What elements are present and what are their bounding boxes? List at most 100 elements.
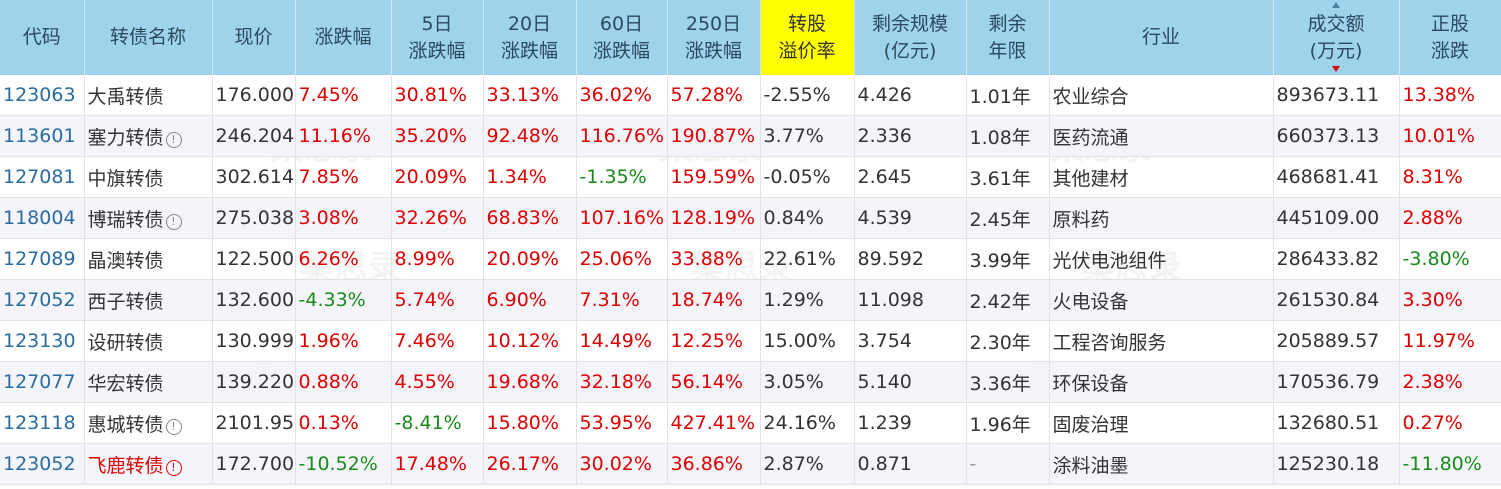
change-250d-cell: 12.25% [667, 320, 761, 362]
change-5d-cell-text: 17.48% [394, 453, 467, 475]
volume-cell: 468681.41 [1273, 156, 1400, 198]
bond-code-link-text: 123063 [3, 84, 76, 106]
bond-code-link-text: 127089 [3, 248, 76, 270]
volume-cell: 125230.18 [1273, 443, 1400, 485]
bond-name[interactable]: 中旗转债 [84, 156, 213, 198]
change-250d-cell: 427.41% [667, 402, 761, 444]
info-icon[interactable]: ! [165, 131, 182, 148]
bond-name[interactable]: 飞鹿转债! [84, 443, 213, 485]
col-header-change-5d[interactable]: 5日 涨跌幅 [391, 0, 484, 75]
change-cell: 0.13% [295, 402, 392, 444]
industry-cell-text: 火电设备 [1052, 290, 1129, 313]
years-cell: 2.42年 [966, 279, 1050, 321]
info-icon[interactable]: ! [165, 213, 182, 230]
industry-cell: 环保设备 [1049, 361, 1274, 403]
change-cell: -4.33% [295, 279, 392, 321]
bond-code-link[interactable]: 123063 [0, 75, 85, 116]
bond-name[interactable]: 惠城转债! [84, 402, 213, 444]
change-250d-cell-text: 56.14% [670, 371, 743, 393]
table-row[interactable]: 123063 大禹转债 176.000 7.45% 30.81% 33.13% 36.02%… [0, 75, 1501, 116]
col-header-premium[interactable]: 转股 溢价率 [760, 0, 855, 75]
change-20d-cell: 26.17% [483, 443, 577, 485]
col-header-change-20d[interactable]: 20日 涨跌幅 [483, 0, 577, 75]
col-header-name[interactable]: 转债名称 [84, 0, 213, 75]
change-5d-cell-text: -8.41% [394, 412, 462, 434]
bond-code-link[interactable]: 127077 [0, 361, 85, 403]
change-250d-cell-text: 33.88% [670, 248, 743, 270]
bond-name-text: 飞鹿转债 [87, 454, 164, 477]
bond-code-link[interactable]: 123118 [0, 402, 85, 444]
change-5d-cell: 5.74% [391, 279, 484, 321]
bond-name[interactable]: 大禹转债 [84, 75, 213, 116]
stock-change-cell: 8.31% [1399, 156, 1501, 198]
years-cell-text: 1.08年 [969, 126, 1031, 149]
industry-cell: 医药流通 [1049, 115, 1274, 157]
bond-code-link[interactable]: 127081 [0, 156, 85, 198]
price-cell-text: 132.600 [215, 289, 295, 311]
col-header-price[interactable]: 现价 [212, 0, 296, 75]
info-icon[interactable]: ! [165, 459, 182, 476]
bond-name-text: 晶澳转债 [87, 249, 164, 272]
table-row[interactable]: 123118 惠城转债! 2101.95 0.13% -8.41% 15.80% 53.95… [0, 402, 1501, 444]
volume-cell-text: 468681.41 [1276, 166, 1380, 188]
bond-code-link[interactable]: 123052 [0, 443, 85, 485]
table-row[interactable]: 118004 博瑞转债! 275.038 3.08% 32.26% 68.83% 107.1… [0, 197, 1501, 239]
bond-code-link[interactable]: 118004 [0, 197, 85, 239]
stock-change-cell-text: 8.31% [1402, 166, 1463, 188]
change-60d-cell: 36.02% [576, 75, 668, 116]
bond-name[interactable]: 晶澳转债 [84, 238, 213, 280]
premium-cell-text: -0.05% [763, 166, 831, 188]
stock-change-cell: 2.38% [1399, 361, 1501, 403]
change-250d-cell-text: 190.87% [670, 125, 756, 147]
bond-code-link[interactable]: 127089 [0, 238, 85, 280]
change-5d-cell: 20.09% [391, 156, 484, 198]
change-20d-cell-text: 10.12% [486, 330, 559, 352]
table-row[interactable]: 127089 晶澳转债 122.500 6.26% 8.99% 20.09% 25.06% 3… [0, 238, 1501, 280]
bond-name[interactable]: 西子转债 [84, 279, 213, 321]
premium-cell-text: -2.55% [763, 84, 831, 106]
change-250d-cell: 56.14% [667, 361, 761, 403]
change-60d-cell-text: 107.16% [579, 207, 665, 229]
change-250d-cell-text: 427.41% [670, 412, 756, 434]
table-row[interactable]: 113601 塞力转债! 246.204 11.16% 35.20% 92.48% 116.… [0, 115, 1501, 157]
scale-cell: 3.754 [854, 320, 967, 362]
years-cell-text: 3.36年 [969, 372, 1031, 395]
change-60d-cell: 14.49% [576, 320, 668, 362]
change-20d-cell-text: 15.80% [486, 412, 559, 434]
change-20d-cell: 33.13% [483, 75, 577, 116]
bond-name[interactable]: 设研转债 [84, 320, 213, 362]
col-header-change-250d[interactable]: 250日 涨跌幅 [667, 0, 761, 75]
info-icon[interactable]: ! [165, 418, 182, 435]
bond-name[interactable]: 华宏转债 [84, 361, 213, 403]
table-row[interactable]: 127081 中旗转债 302.614 7.85% 20.09% 1.34% -1.35% 1… [0, 156, 1501, 198]
table-row[interactable]: 127077 华宏转债 139.220 0.88% 4.55% 19.68% 32.18% 5… [0, 361, 1501, 403]
sort-desc-icon[interactable] [1332, 66, 1340, 72]
col-header-stock-change[interactable]: 正股 涨跌 [1399, 0, 1501, 75]
table-row[interactable]: 123130 设研转债 130.999 1.96% 7.46% 10.12% 14.49% 1… [0, 320, 1501, 362]
change-5d-cell: 35.20% [391, 115, 484, 157]
change-60d-cell: 53.95% [576, 402, 668, 444]
bond-name[interactable]: 塞力转债! [84, 115, 213, 157]
bond-code-link[interactable]: 127052 [0, 279, 85, 321]
sort-asc-icon[interactable] [1332, 2, 1340, 8]
col-header-code[interactable]: 代码 [0, 0, 85, 75]
bond-name[interactable]: 博瑞转债! [84, 197, 213, 239]
years-cell: 1.96年 [966, 402, 1050, 444]
bond-code-link[interactable]: 123130 [0, 320, 85, 362]
bond-code-link[interactable]: 113601 [0, 115, 85, 157]
change-60d-cell: -1.35% [576, 156, 668, 198]
col-header-change-60d[interactable]: 60日 涨跌幅 [576, 0, 668, 75]
col-header-volume[interactable]: 成交额 (万元) [1273, 0, 1400, 75]
change-cell: 7.45% [295, 75, 392, 116]
years-cell-text: 2.30年 [969, 331, 1031, 354]
col-header-years[interactable]: 剩余 年限 [966, 0, 1050, 75]
table-row[interactable]: 123052 飞鹿转债! 172.700 -10.52% 17.48% 26.17% 30.… [0, 443, 1501, 485]
bond-name-text: 塞力转债 [87, 126, 164, 149]
col-header-scale[interactable]: 剩余规模 (亿元) [854, 0, 967, 75]
premium-cell-text: 22.61% [763, 248, 836, 270]
col-header-industry[interactable]: 行业 [1049, 0, 1274, 75]
table-row[interactable]: 127052 西子转债 132.600 -4.33% 5.74% 6.90% 7.31% 18… [0, 279, 1501, 321]
col-header-change[interactable]: 涨跌幅 [295, 0, 392, 75]
